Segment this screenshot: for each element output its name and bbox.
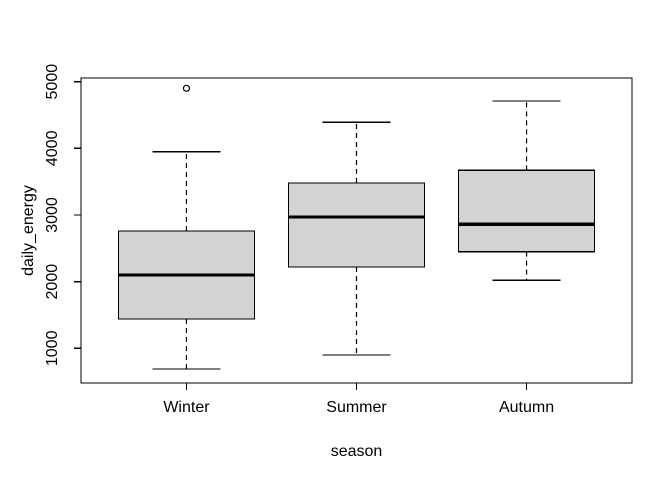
y-axis-tick-label: 1000: [44, 330, 61, 366]
y-axis-tick-label: 4000: [44, 130, 61, 166]
x-axis-tick-label-winter: Winter: [163, 399, 210, 416]
x-axis-tick-label-summer: Summer: [326, 399, 387, 416]
y-axis-title: daily_energy: [20, 185, 37, 276]
y-axis-tick-label: 3000: [44, 197, 61, 233]
y-axis-tick-label: 5000: [44, 64, 61, 100]
x-axis-tick-label-autumn: Autumn: [499, 399, 554, 416]
x-axis-title: season: [331, 443, 383, 460]
y-axis-tick-label: 2000: [44, 264, 61, 300]
box-summer: [287, 182, 426, 268]
outlier-point-winter: [182, 84, 191, 92]
box-autumn: [457, 169, 596, 253]
